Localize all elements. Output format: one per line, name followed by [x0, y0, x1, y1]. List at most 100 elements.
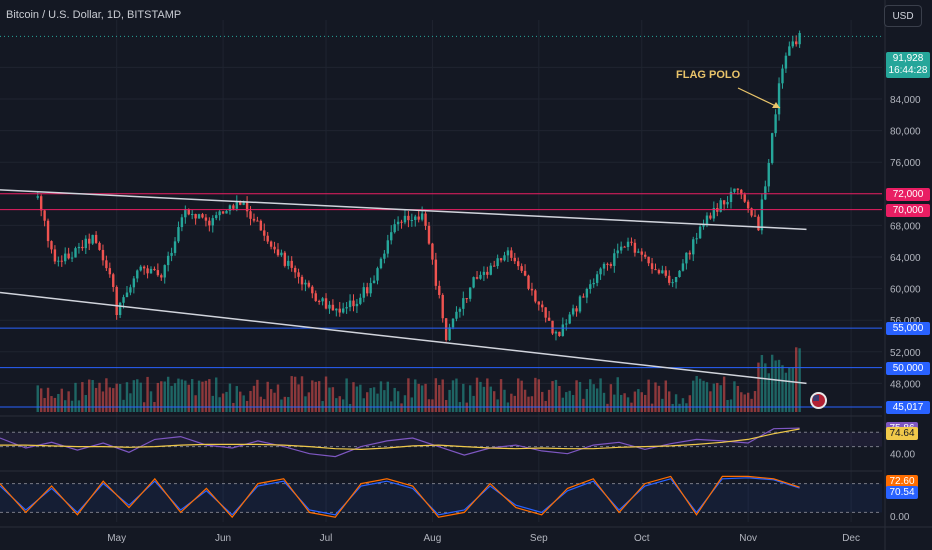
- candle-body: [211, 218, 214, 226]
- candle-body: [431, 243, 434, 260]
- annotation-arrowhead: [772, 102, 780, 108]
- volume-bar: [623, 393, 626, 412]
- volume-bar: [218, 397, 221, 412]
- candle-body: [125, 292, 129, 298]
- volume-bar: [705, 382, 709, 412]
- candle-body: [517, 261, 520, 267]
- candle-body: [479, 274, 482, 279]
- volume-bar: [314, 381, 317, 412]
- volume-bar: [671, 403, 674, 412]
- price-tick-label: 60,000: [890, 285, 921, 296]
- us-flag-icon[interactable]: [810, 392, 827, 409]
- volume-bar: [530, 396, 534, 412]
- volume-bar: [740, 392, 743, 412]
- volume-bar: [578, 381, 582, 412]
- candle-body: [643, 254, 647, 257]
- candle-body: [132, 278, 136, 288]
- volume-bar: [328, 387, 331, 412]
- candle-body: [345, 307, 348, 309]
- rsi-tick-label: 40.00: [890, 450, 915, 461]
- volume-bar: [88, 379, 91, 412]
- volume-bar: [166, 376, 170, 412]
- volume-bar: [184, 380, 187, 412]
- candle-body: [108, 268, 112, 275]
- candle-body: [390, 232, 393, 241]
- price-tick-label: 52,000: [890, 348, 921, 359]
- candle-body: [698, 226, 702, 239]
- candle-body: [544, 307, 547, 318]
- candle-body: [671, 282, 674, 284]
- candle-body: [582, 296, 585, 298]
- candle-body: [767, 162, 770, 187]
- candle-body: [541, 304, 544, 308]
- candle-body: [709, 215, 712, 219]
- volume-bar: [91, 380, 94, 412]
- time-tick-label: Oct: [634, 533, 650, 544]
- rsi-line: [0, 427, 800, 458]
- candle-body: [400, 221, 403, 223]
- volume-bar: [393, 387, 396, 412]
- candle-body: [764, 186, 767, 200]
- candle-body: [770, 133, 774, 163]
- volume-bar: [43, 398, 46, 412]
- volume-bar: [221, 393, 225, 412]
- candle-body: [60, 260, 63, 262]
- volume-bar: [568, 390, 571, 412]
- volume-bar: [283, 396, 287, 412]
- volume-bar: [67, 391, 70, 412]
- candle-body: [664, 270, 667, 276]
- price-tick-label: 84,000: [890, 95, 921, 106]
- volume-bar: [503, 389, 506, 412]
- volume-bar: [232, 402, 235, 412]
- candle-body: [194, 214, 197, 219]
- volume-bar: [194, 395, 197, 412]
- candle-body: [153, 268, 156, 271]
- candle-body: [50, 241, 53, 250]
- volume-bar: [386, 381, 390, 412]
- volume-bar: [420, 385, 424, 412]
- candle-body: [112, 274, 115, 287]
- time-tick-label: Aug: [424, 533, 442, 544]
- candle-body: [633, 242, 637, 253]
- candle-body: [657, 270, 661, 274]
- candle-body: [654, 269, 657, 271]
- candle-body: [750, 208, 753, 216]
- volume-bar: [396, 391, 400, 412]
- volume-bar: [235, 386, 239, 412]
- volume-bar: [716, 382, 719, 412]
- candle-body: [795, 41, 798, 45]
- candle-body: [705, 215, 709, 225]
- candle-body: [235, 201, 239, 209]
- volume-bar: [77, 400, 81, 412]
- price-level-badge: 45,017: [886, 400, 930, 414]
- candle-body: [506, 250, 510, 256]
- candle-body: [232, 205, 235, 209]
- volume-bar: [424, 383, 427, 412]
- volume-bar: [750, 398, 753, 412]
- candle-body: [417, 216, 420, 220]
- volume-bar: [112, 388, 115, 412]
- volume-bar: [784, 372, 788, 412]
- candle-body: [595, 274, 599, 283]
- candle-body: [486, 271, 489, 275]
- volume-bar: [585, 389, 589, 412]
- volume-bar: [170, 385, 173, 412]
- flag-polo-annotation[interactable]: FLAG POLO: [676, 69, 741, 81]
- candle-body: [472, 277, 475, 288]
- candle-body: [788, 46, 791, 56]
- candle-body: [712, 207, 716, 219]
- currency-button[interactable]: USD: [884, 5, 922, 27]
- volume-bar: [767, 373, 770, 412]
- candle-body: [510, 250, 513, 258]
- candle-body: [668, 275, 671, 283]
- candle-body: [626, 241, 630, 248]
- candle-body: [84, 238, 87, 249]
- candle-body: [88, 238, 91, 244]
- volume-bar: [633, 391, 637, 412]
- candle-body: [105, 260, 108, 269]
- volume-bar: [400, 403, 403, 412]
- volume-bar: [702, 380, 705, 412]
- volume-bar: [132, 380, 136, 412]
- volume-bar: [688, 395, 692, 412]
